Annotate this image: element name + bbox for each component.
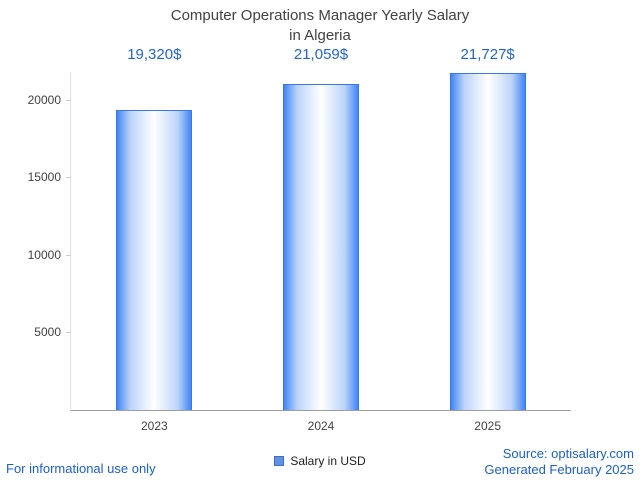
generated-date: Generated February 2025	[484, 461, 634, 477]
y-tick-label-5000: 5000	[34, 325, 61, 340]
chart-title-line2: in Algeria	[289, 27, 351, 45]
x-tick-label-2024: 2024	[307, 419, 335, 433]
y-tick-label-20000: 20000	[27, 92, 61, 107]
chart-title: Computer Operations Manager Yearly Salar…	[0, 6, 640, 47]
source-link[interactable]: Source: optisalary.com	[502, 445, 634, 461]
source-block: Source: optisalary.com Generated Februar…	[484, 446, 634, 479]
x-tick-label-2023: 2023	[140, 419, 168, 433]
y-tick-label-15000: 15000	[27, 170, 61, 185]
disclaimer-text: For informational use only	[6, 461, 156, 476]
legend-label: Salary in USD	[290, 454, 366, 468]
chart-title-line1: Computer Operations Manager Yearly Salar…	[170, 7, 470, 24]
y-tick-label-10000: 10000	[27, 247, 61, 262]
bar-2025	[449, 73, 526, 410]
y-tick-mark	[66, 332, 71, 334]
bar-2024	[283, 83, 359, 410]
bar-value-label-2023: 19,320$	[127, 46, 182, 63]
bar-value-label-2025: 21,727$	[460, 46, 515, 63]
bar-2023	[116, 110, 193, 410]
plot-area: 5000 10000 15000 20000 19,320$ 2023 21,059$ 202…	[28, 46, 571, 433]
y-tick-mark	[66, 254, 71, 256]
legend: Salary in USD	[0, 454, 640, 468]
legend-swatch-icon	[274, 456, 285, 466]
y-tick-mark	[66, 177, 71, 179]
x-tick-label-2025: 2025	[474, 419, 501, 433]
bar-value-label-2024: 21,059$	[293, 46, 349, 63]
y-tick-mark	[66, 99, 71, 101]
